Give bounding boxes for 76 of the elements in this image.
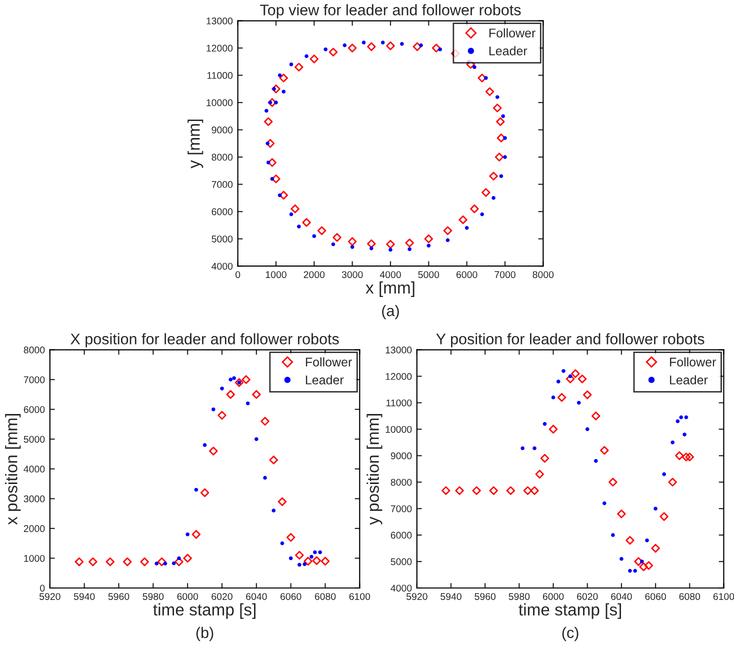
y-tick-label: 6000 [24,406,45,413]
x-tick-label: 2000 [304,271,325,278]
y-tick-label: 10000 [206,99,233,106]
x-axis-title: x [mm] [366,281,414,297]
y-tick-label: 12000 [206,44,233,52]
x-tick-label: 6100 [713,593,734,600]
y-tick-label: 5000 [390,558,412,566]
y-tick-label: 4000 [212,262,233,270]
x-tick-label: 6060 [280,593,302,600]
y-tick-label: 13000 [386,346,412,354]
x-tick-label: 6100 [349,593,370,600]
x-tick-label: 6080 [679,593,700,600]
x-axis-title: time stamp [s] [518,603,621,619]
y-tick-label: 8000 [212,154,233,161]
y-tick-label: 11000 [386,399,412,406]
legend-label: Leader [306,375,344,384]
chart-title: Y position for leader and follower robots [436,333,704,348]
text: (c) [562,626,578,642]
text: (a) [382,304,399,320]
y-tick-label: 13000 [206,18,233,24]
legend-label: Leader [670,375,708,384]
x-tick-label: 5960 [108,593,130,600]
x-tick-label: 6000 [456,271,478,278]
x-tick-label: 3000 [342,271,363,278]
x-tick-label: 5980 [508,593,530,600]
y-tick-label: 5000 [212,236,233,242]
x-tick-label: 5920 [39,593,60,600]
x-axis-title: time stamp [s] [153,603,256,619]
y-axis-title: x position [mm] [5,414,21,525]
y-tick-label: 10000 [386,426,412,433]
x-tick-label: 6020 [212,593,232,600]
x-tick-label: 6000 [177,593,198,600]
x-tick-label: 6040 [246,593,267,600]
legend-label: Follower [670,357,716,366]
y-tick-label: 3000 [24,495,45,502]
y-tick-label: 11000 [207,72,233,79]
y-tick-label: 6000 [390,532,412,539]
x-tick-label: 6000 [542,593,564,600]
x-tick-label: 0 [235,271,240,278]
y-tick-label: 8000 [390,478,412,486]
x-tick-label: 5940 [440,593,462,600]
chart-title: X position for leader and follower robots [70,333,339,348]
y-tick-label: 5000 [24,436,45,443]
x-tick-label: 5980 [142,593,164,600]
x-tick-label: 4000 [380,271,401,278]
y-tick-label: 9000 [390,452,412,460]
y-tick-label: 12000 [386,373,412,380]
text: (b) [196,626,214,642]
y-tick-label: 4000 [390,584,412,592]
x-tick-label: 6020 [577,593,598,600]
x-tick-label: 6060 [645,593,666,600]
y-tick-label: 7000 [24,376,45,384]
y-tick-label: 0 [40,584,45,592]
y-tick-label: 6000 [212,208,233,216]
x-tick-label: 6040 [611,593,632,600]
x-tick-label: 6080 [314,593,336,600]
legend-label: Follower [489,28,536,38]
x-tick-label: 5960 [474,593,496,600]
x-tick-label: 5000 [418,271,440,278]
y-axis-title: y position [mm] [366,414,382,525]
x-tick-label: 8000 [532,271,554,278]
x-tick-label: 7000 [494,271,516,278]
legend-label: Follower [306,357,352,366]
y-tick-label: 4000 [24,466,45,473]
y-tick-label: 9000 [212,126,233,134]
legend-label: Leader [489,46,528,56]
y-axis-title: y [mm] [188,120,204,168]
x-tick-label: 1000 [266,271,286,278]
y-tick-label: 2000 [24,525,45,532]
x-tick-label: 5940 [74,593,95,600]
y-tick-label: 8000 [24,346,45,354]
chart-title: Top view for leader and follower robots [260,4,521,18]
x-tick-label: 5920 [406,593,428,600]
y-tick-label: 7000 [212,181,233,188]
y-tick-label: 1000 [24,554,45,562]
y-tick-label: 7000 [390,505,412,512]
